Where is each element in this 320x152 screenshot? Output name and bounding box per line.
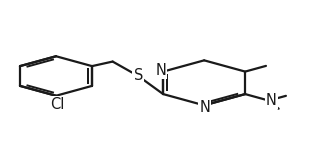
Text: S: S <box>133 69 143 83</box>
Text: N: N <box>266 93 277 108</box>
Text: N: N <box>155 63 166 78</box>
Text: Cl: Cl <box>50 97 64 112</box>
Text: N: N <box>199 100 210 115</box>
